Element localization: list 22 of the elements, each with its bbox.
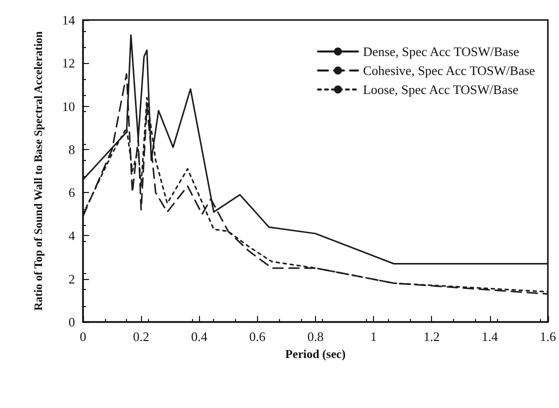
y-tick-label: 10 <box>62 98 75 114</box>
x-tick-label: 1.6 <box>540 329 556 344</box>
x-tick-label: 0.4 <box>191 329 208 344</box>
x-axis-title: Period (sec) <box>285 347 346 361</box>
y-tick-label: 4 <box>68 228 76 244</box>
y-tick-label: 2 <box>68 271 75 286</box>
x-tick-label: 0 <box>80 329 86 344</box>
y-tick-label: 0 <box>68 314 75 330</box>
x-tick-label: 0.2 <box>132 329 150 344</box>
x-tick-label: 0.6 <box>249 329 266 344</box>
legend-label: Cohesive, Spec Acc TOSW/Base <box>362 63 536 78</box>
legend-label: Loose, Spec Acc TOSW/Base <box>362 82 519 97</box>
x-tick-label: 1 <box>370 329 377 344</box>
y-tick-label: 6 <box>68 185 76 200</box>
y-tick-label: 12 <box>62 56 75 71</box>
x-tick-label: 1.4 <box>482 329 498 344</box>
y-tick-label: 14 <box>62 12 76 28</box>
x-tick-label: 1.2 <box>424 329 440 344</box>
x-tick-label: 0.8 <box>307 329 324 344</box>
legend-label: Dense, Spec Acc TOSW/Base <box>362 44 520 59</box>
y-axis-title: Ratio of Top of Sound Wall to Base Spectral Acceleration <box>33 30 45 311</box>
y-tick-label: 8 <box>68 142 75 157</box>
